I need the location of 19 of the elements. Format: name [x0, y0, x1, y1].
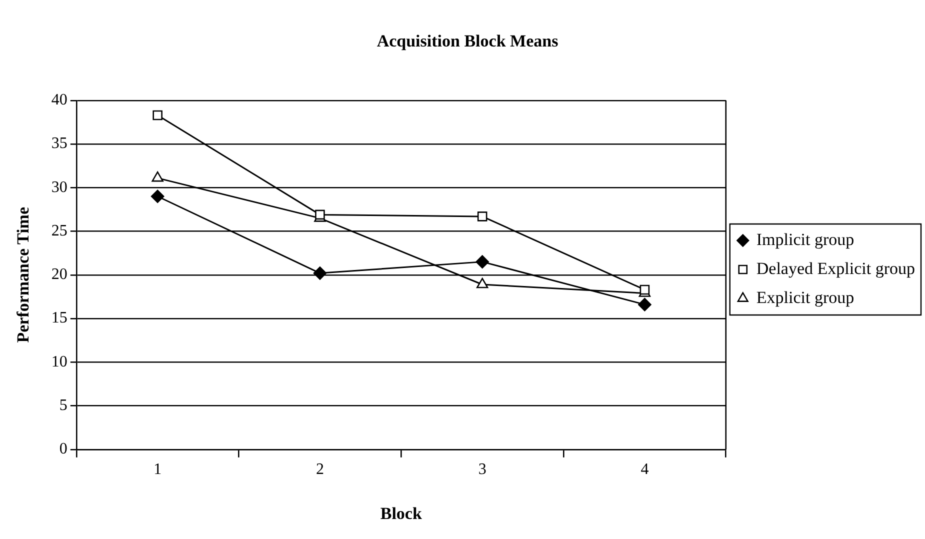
- y-tick-label: 40: [51, 92, 68, 109]
- x-tick-label: 4: [640, 461, 649, 478]
- y-tick-label: 20: [51, 266, 68, 284]
- legend-label: Delayed Explicit group: [756, 258, 916, 278]
- y-tick-label: 35: [51, 135, 68, 152]
- x-axis-title: Block: [380, 504, 422, 524]
- y-axis-title: Performance Time: [14, 206, 33, 343]
- x-tick-label: 3: [478, 461, 486, 478]
- legend-label: Explicit group: [756, 288, 854, 307]
- y-tick-label: 25: [51, 222, 68, 240]
- legend-label: Implicit group: [756, 230, 854, 249]
- x-tick-label: 1: [154, 461, 162, 478]
- y-tick-label: 0: [59, 440, 68, 458]
- y-tick-label: 10: [51, 353, 68, 370]
- y-tick-label: 15: [51, 310, 68, 327]
- y-tick-label: 30: [51, 178, 68, 196]
- y-tick-label: 5: [59, 396, 68, 414]
- chart-title: Acquisition Block Means: [376, 32, 559, 51]
- x-tick-label: 2: [316, 461, 324, 478]
